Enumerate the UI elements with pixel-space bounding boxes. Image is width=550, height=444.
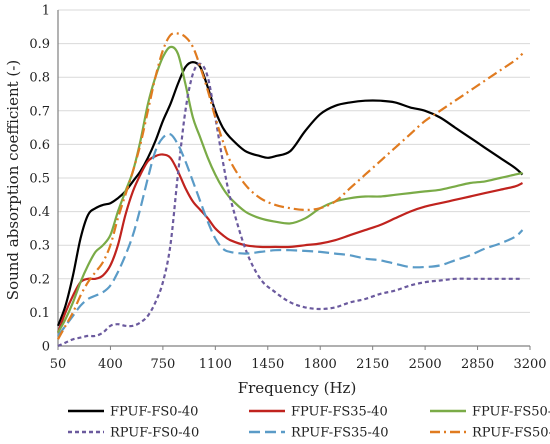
series-line-rpuf-fs0-40 — [57, 62, 523, 347]
y-tick-label: 0 — [42, 340, 50, 355]
series-line-fpuf-fs35-40 — [56, 153, 524, 333]
plot-area — [56, 32, 524, 347]
x-tick-label: 50 — [50, 357, 67, 372]
y-axis-title: Sound absorption coefficient (-) — [4, 60, 22, 300]
y-tick-label: 0.9 — [29, 37, 50, 52]
legend-item-rpuf-fs50-40: RPUF-FS50-40 — [430, 426, 550, 441]
x-tick-label: 400 — [98, 357, 123, 372]
x-tick-label: 1450 — [251, 357, 284, 372]
x-tick-label: 1800 — [304, 357, 337, 372]
legend-item-fpuf-fs50-40: FPUF-FS50-40 — [430, 405, 550, 420]
x-tick-label: 750 — [150, 357, 175, 372]
y-tick-label: 0.6 — [29, 138, 50, 153]
x-tick-label: 1100 — [199, 357, 232, 372]
legend-label: FPUF-FS35-40 — [291, 405, 388, 420]
legend-item-fpuf-fs0-40: FPUF-FS0-40 — [68, 405, 198, 420]
series-line-rpuf-fs35-40 — [57, 132, 524, 337]
y-tick-label: 0.5 — [29, 172, 50, 187]
series-line-fpuf-fs50-40 — [57, 45, 523, 334]
legend-label: RPUF-FS35-40 — [291, 426, 389, 441]
legend-item-rpuf-fs0-40: RPUF-FS0-40 — [68, 426, 199, 441]
legend-item-fpuf-fs35-40: FPUF-FS35-40 — [249, 405, 388, 420]
legend-label: RPUF-FS50-40 — [472, 426, 550, 441]
y-tick-label: 1 — [42, 4, 50, 19]
legend-label: FPUF-FS50-40 — [472, 405, 550, 420]
series-line-rpuf-fs50-40 — [57, 32, 524, 340]
x-tick-label: 3200 — [513, 357, 546, 372]
y-tick-label: 0.2 — [29, 272, 50, 287]
gridlines — [58, 9, 530, 313]
axes — [57, 10, 531, 350]
legend: FPUF-FS0-40 FPUF-FS35-40 FPUF-FS50-40 RPUF-… — [68, 405, 550, 441]
x-tick-label: 2150 — [356, 357, 389, 372]
y-tick-label: 0.3 — [29, 239, 50, 254]
tick-labels: 0 0.1 0.2 0.3 0.4 0.5 0.6 0.7 0.8 0.9 1 50 400 750 110… — [29, 4, 546, 373]
y-tick-label: 0.1 — [29, 306, 50, 321]
y-tick-label: 0.7 — [29, 104, 50, 119]
legend-label: FPUF-FS0-40 — [110, 405, 198, 420]
y-tick-label: 0.4 — [29, 205, 50, 220]
series-line-fpuf-fs0-40 — [56, 61, 524, 327]
y-tick-label: 0.8 — [29, 71, 50, 86]
x-tick-label: 2850 — [461, 357, 494, 372]
x-axis-title: Frequency (Hz) — [238, 379, 357, 397]
x-tick-label: 2500 — [409, 357, 442, 372]
legend-item-rpuf-fs35-40: RPUF-FS35-40 — [249, 426, 389, 441]
legend-label: RPUF-FS0-40 — [110, 426, 199, 441]
